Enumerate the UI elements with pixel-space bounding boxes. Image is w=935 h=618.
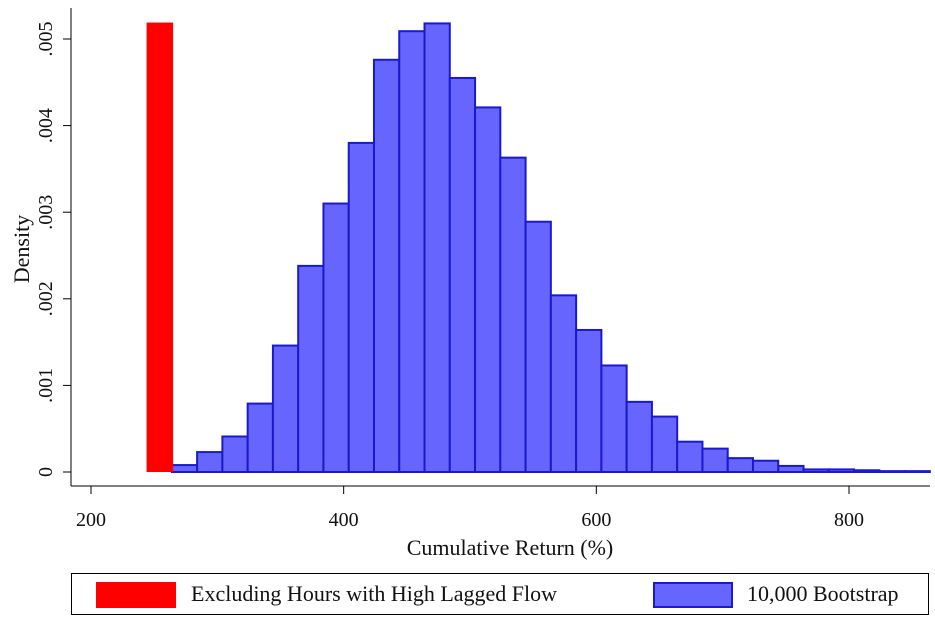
bootstrap-bar (246, 402, 274, 473)
bootstrap-bar (751, 459, 780, 474)
bootstrap-bar (600, 364, 628, 473)
bootstrap-bar (448, 76, 477, 473)
bootstrap-bar (474, 106, 502, 473)
y-tick-label: .004 (35, 108, 57, 143)
bootstrap-bar (650, 415, 679, 473)
bootstrap-bar (676, 440, 704, 474)
x-tick-label: 400 (329, 509, 359, 531)
x-tick-label: 200 (76, 509, 106, 531)
bootstrap-bar (878, 470, 906, 474)
legend-label-bootstrap: 10,000 Bootstrap (747, 581, 899, 606)
x-axis-label: Cumulative Return (%) (407, 535, 614, 560)
bootstrap-bar (903, 470, 931, 474)
bootstrap-bar (777, 464, 805, 473)
bootstrap-bar (549, 294, 578, 473)
legend-swatch-bootstrap (653, 582, 733, 608)
bootstrap-bar (170, 464, 199, 473)
bootstrap-bar (196, 451, 224, 473)
bootstrap-bar (221, 435, 249, 473)
x-tick-label: 800 (834, 509, 864, 531)
bootstrap-bar (701, 447, 729, 474)
y-tick-label: .001 (35, 368, 57, 403)
bootstrap-bar (271, 344, 300, 473)
excluding-bar (146, 22, 174, 473)
bootstrap-bar (322, 202, 350, 473)
bootstrap-bar (297, 264, 325, 473)
bootstrap-bar (853, 469, 881, 474)
legend: Excluding Hours with High Lagged Flow 10… (71, 573, 929, 615)
y-tick-label: .005 (35, 22, 57, 57)
bootstrap-bar (827, 468, 856, 474)
bootstrap-bar (625, 400, 653, 474)
bootstrap-bar (726, 457, 754, 474)
legend-label-excluding: Excluding Hours with High Lagged Flow (191, 581, 558, 606)
y-axis: 0 .001 .002 .003 .004 .005 (35, 8, 72, 486)
bootstrap-bar (802, 468, 830, 474)
bootstrap-bar (372, 58, 401, 474)
x-tick-label: 600 (581, 509, 611, 531)
y-tick-label: .002 (35, 281, 57, 316)
y-tick-label: .003 (35, 195, 57, 230)
bootstrap-bar (499, 156, 527, 473)
legend-swatch-excluding (96, 582, 176, 608)
bootstrap-bar (524, 220, 552, 473)
y-axis-label: Density (9, 215, 34, 283)
x-axis: 200 400 600 800 (71, 485, 930, 531)
bars (146, 22, 931, 474)
bootstrap-bar (423, 22, 451, 474)
bootstrap-bar (398, 30, 426, 474)
bootstrap-bar (347, 141, 375, 473)
bootstrap-bar (575, 328, 603, 474)
y-tick-label: 0 (35, 467, 57, 477)
